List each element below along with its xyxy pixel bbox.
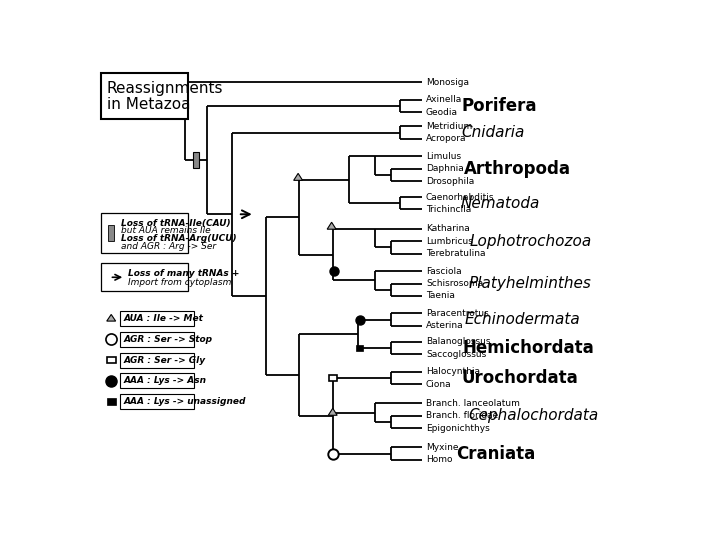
Text: Cnidaria: Cnidaria [461, 125, 524, 140]
Text: Echinodermata: Echinodermata [465, 312, 581, 327]
Bar [120, 332, 194, 347]
Text: AAA : Lys -> unassigned: AAA : Lys -> unassigned [124, 397, 246, 406]
Text: Nematoda: Nematoda [461, 196, 541, 211]
Text: Porifera: Porifera [461, 97, 536, 115]
Text: Schisrosoma: Schisrosoma [426, 279, 483, 288]
Text: Loss of many tRNAs +: Loss of many tRNAs + [128, 268, 239, 278]
Text: Hemichordata: Hemichordata [463, 339, 595, 357]
Text: Branch. lanceolatum: Branch. lanceolatum [426, 399, 520, 408]
Text: Saccoglossus: Saccoglossus [426, 350, 486, 359]
Text: Terebratulina: Terebratulina [426, 249, 485, 258]
Text: Taenia: Taenia [426, 292, 455, 300]
Text: Cephalochordata: Cephalochordata [468, 408, 598, 423]
Bar [356, 345, 364, 351]
Bar [101, 73, 188, 119]
Text: Trichinclla: Trichinclla [426, 205, 471, 214]
Text: Acropora: Acropora [426, 134, 467, 143]
Polygon shape [327, 222, 336, 229]
Bar [120, 373, 194, 388]
Text: AGR : Ser -> Gly: AGR : Ser -> Gly [124, 355, 206, 364]
Bar [101, 213, 188, 253]
Text: Daphnia: Daphnia [426, 164, 464, 173]
Text: Drosophila: Drosophila [426, 177, 474, 186]
Text: Reassignments: Reassignments [107, 80, 223, 96]
Text: Halocynthia: Halocynthia [426, 367, 480, 376]
Text: Import from cytoplasm: Import from cytoplasm [128, 278, 231, 287]
Text: Platyhelminthes: Platyhelminthes [468, 276, 591, 291]
Text: Myxine: Myxine [426, 443, 459, 452]
Polygon shape [107, 314, 116, 321]
Text: Craniata: Craniata [456, 444, 536, 463]
Bar [120, 353, 194, 368]
Text: Lumbricus: Lumbricus [426, 237, 473, 246]
Bar [101, 263, 188, 292]
Bar [329, 375, 337, 381]
Text: Monosiga: Monosiga [426, 78, 469, 87]
Text: Limulus: Limulus [426, 152, 461, 161]
Text: Loss of tRNA-Arg(UCU): Loss of tRNA-Arg(UCU) [121, 234, 236, 244]
Text: Asterina: Asterina [426, 321, 464, 330]
Text: but AUA remains Ile: but AUA remains Ile [121, 226, 210, 235]
Bar [107, 399, 116, 405]
Bar [120, 394, 194, 409]
Text: Paracentrotus: Paracentrotus [426, 309, 489, 318]
Text: in Metazoa: in Metazoa [107, 97, 190, 112]
Polygon shape [294, 173, 302, 180]
Text: Ciona: Ciona [426, 380, 451, 389]
Text: Geodia: Geodia [426, 107, 458, 117]
Text: AAA : Lys -> Asn: AAA : Lys -> Asn [124, 376, 207, 386]
Text: AUA : Ile -> Met: AUA : Ile -> Met [124, 314, 203, 323]
Text: Axinella: Axinella [426, 95, 462, 104]
Text: Arthropoda: Arthropoda [464, 160, 571, 178]
Bar [120, 311, 194, 326]
Text: Loss of tRNA-Ile(CAU): Loss of tRNA-Ile(CAU) [121, 219, 230, 228]
Text: Katharina: Katharina [426, 224, 469, 233]
Text: Metridium: Metridium [426, 122, 472, 131]
Text: AGR : Ser -> Stop: AGR : Ser -> Stop [124, 335, 212, 344]
Text: Caenorhabditis: Caenorhabditis [426, 193, 495, 201]
Text: Fasciola: Fasciola [426, 267, 462, 275]
Bar [109, 225, 114, 241]
Text: Lophotrochozoa: Lophotrochozoa [469, 234, 592, 248]
Text: Urochordata: Urochordata [461, 369, 578, 387]
Bar [193, 152, 199, 168]
Text: Epigonichthys: Epigonichthys [426, 424, 490, 433]
Bar [107, 357, 116, 363]
Text: and AGR : Arg -> Ser: and AGR : Arg -> Ser [121, 242, 216, 251]
Polygon shape [328, 408, 337, 415]
Text: Branch. floridae: Branch. floridae [426, 411, 498, 420]
Text: Homo: Homo [426, 455, 452, 464]
Text: Balanoglossus: Balanoglossus [426, 337, 490, 346]
